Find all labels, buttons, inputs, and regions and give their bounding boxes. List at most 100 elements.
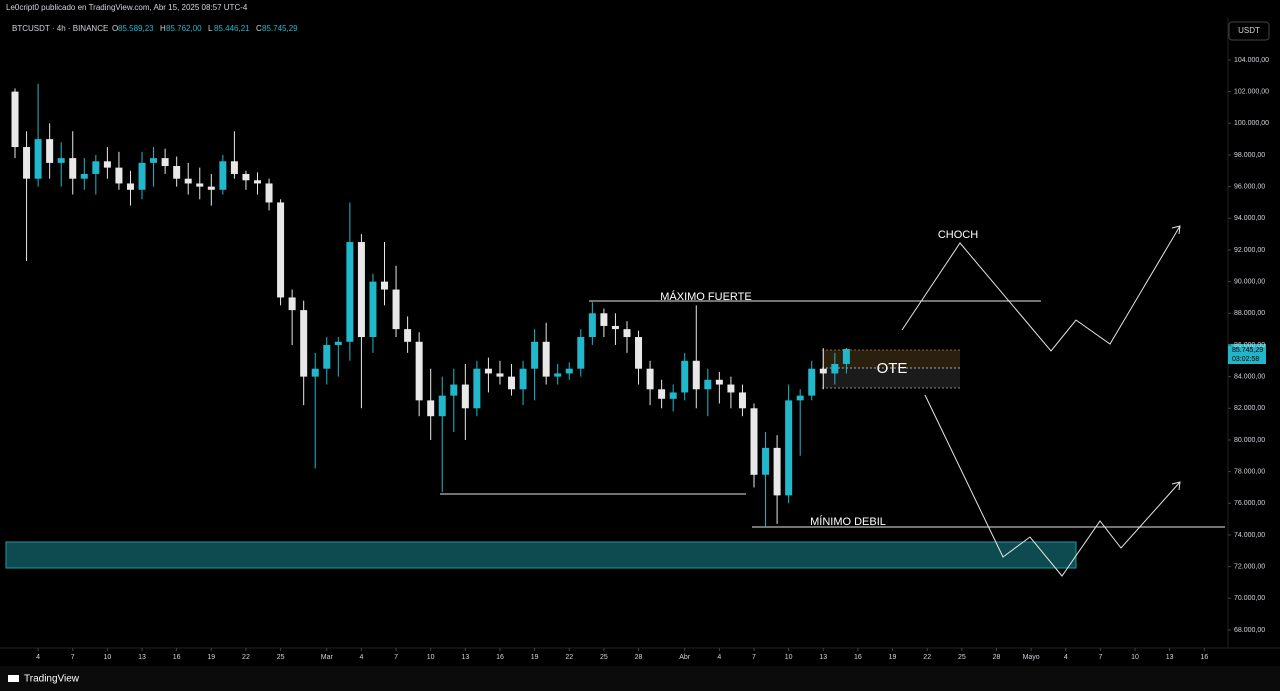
candle-body: [357, 242, 365, 338]
candle-body: [438, 395, 446, 417]
demand-zone: [5, 541, 1077, 569]
candle-body: [773, 447, 781, 496]
x-tick-label: 10: [1131, 654, 1139, 661]
ohlc-key: O: [112, 24, 118, 33]
candle-body: [392, 289, 400, 330]
y-tick-label: 68.000,00: [1234, 627, 1265, 634]
x-tick-label: 13: [819, 654, 827, 661]
x-tick-label: 16: [173, 654, 181, 661]
candle-body: [115, 167, 123, 184]
annotation: CHOCH: [938, 229, 978, 241]
candle-body: [207, 186, 215, 190]
candle-body: [450, 384, 458, 396]
currency-button[interactable]: [1228, 21, 1270, 41]
y-tick-label: 94.000,00: [1234, 215, 1265, 222]
x-tick-label: 7: [71, 654, 75, 661]
y-tick-label: 104.000,00: [1234, 57, 1269, 64]
y-tick-label: 82.000,00: [1234, 405, 1265, 412]
y-tick-label: 96.000,00: [1234, 183, 1265, 190]
candle-body: [611, 325, 619, 330]
symbol-title: BTCUSDT · 4h · BINANCE: [12, 24, 108, 33]
x-tick-label: 13: [461, 654, 469, 661]
ohlc-value: 85.762,00: [166, 24, 202, 33]
last-price: 85.745,29: [1232, 347, 1263, 354]
candle-body: [496, 373, 504, 377]
x-tick-label: 10: [785, 654, 793, 661]
candle-body: [415, 341, 423, 401]
x-tick-label: 25: [600, 654, 608, 661]
x-tick-label: 13: [138, 654, 146, 661]
candle-body: [785, 400, 793, 496]
candle-body: [796, 395, 804, 401]
x-tick-label: 22: [242, 654, 250, 661]
y-tick-label: 92.000,00: [1234, 247, 1265, 254]
candle-body: [565, 368, 573, 374]
y-tick-label: 78.000,00: [1234, 468, 1265, 475]
candle-body: [277, 202, 285, 298]
footer-bar: [0, 666, 1280, 691]
candle-body: [519, 368, 527, 390]
x-tick-label: 10: [427, 654, 435, 661]
candle-body: [842, 348, 850, 364]
x-tick-label: 13: [1166, 654, 1174, 661]
candle-body: [219, 161, 227, 190]
candle-body: [92, 161, 100, 174]
candle-body: [600, 313, 608, 326]
candle-body: [196, 183, 204, 187]
ohlc-key: C: [256, 24, 262, 33]
candle-body: [253, 180, 261, 184]
candle-body: [646, 368, 654, 390]
x-tick-label: 7: [1098, 654, 1102, 661]
x-tick-label: 10: [103, 654, 111, 661]
y-tick-label: 88.000,00: [1234, 310, 1265, 317]
candle-body: [577, 337, 585, 369]
projection-up: [901, 225, 1181, 352]
candle-body: [80, 173, 88, 179]
y-tick-label: 84.000,00: [1234, 373, 1265, 380]
x-tick-label: Mar: [321, 654, 334, 661]
y-tick-label: 86.000,00: [1234, 342, 1265, 349]
x-tick-label: 19: [207, 654, 215, 661]
y-tick-label: 74.000,00: [1234, 532, 1265, 539]
candle-body: [588, 313, 596, 338]
x-tick-label: 22: [923, 654, 931, 661]
y-tick-label: 100.000,00: [1234, 120, 1269, 127]
candle-body: [681, 360, 689, 393]
candle-body: [381, 281, 389, 290]
candle-body: [554, 373, 562, 377]
candle-body: [323, 344, 331, 369]
x-tick-label: 16: [496, 654, 504, 661]
ote-box-bottom: [822, 368, 960, 388]
footer-brand[interactable]: TradingView: [24, 674, 80, 685]
candle-body: [46, 139, 54, 163]
candle-body: [635, 337, 643, 369]
candle-body: [750, 408, 758, 475]
y-tick-label: 90.000,00: [1234, 278, 1265, 285]
candle-body: [508, 376, 516, 390]
candle-body: [704, 379, 712, 390]
currency-label[interactable]: USDT: [1238, 26, 1260, 35]
candle-body: [150, 158, 158, 163]
candle-body: [738, 392, 746, 409]
x-tick-label: Abr: [679, 654, 691, 661]
y-tick-label: 80.000,00: [1234, 437, 1265, 444]
candle-body: [184, 178, 192, 184]
candle-body: [542, 341, 550, 377]
annotation: MÁXIMO FUERTE: [660, 290, 751, 303]
candle-body: [692, 360, 700, 390]
annotation: MÍNIMO DEBIL: [810, 515, 886, 528]
candle-body: [265, 183, 273, 203]
candle-body: [69, 158, 77, 179]
candle-body: [173, 166, 181, 179]
candle-body: [484, 368, 492, 374]
candle-body: [103, 161, 111, 168]
x-tick-label: 16: [854, 654, 862, 661]
candle-body: [762, 447, 770, 475]
ote-box-top: [822, 350, 960, 368]
x-tick-label: 4: [717, 654, 721, 661]
x-tick-label: 22: [565, 654, 573, 661]
candle-body: [727, 384, 735, 393]
countdown: 03:02:58: [1232, 356, 1259, 363]
x-tick-label: 7: [752, 654, 756, 661]
x-tick-label: 25: [958, 654, 966, 661]
